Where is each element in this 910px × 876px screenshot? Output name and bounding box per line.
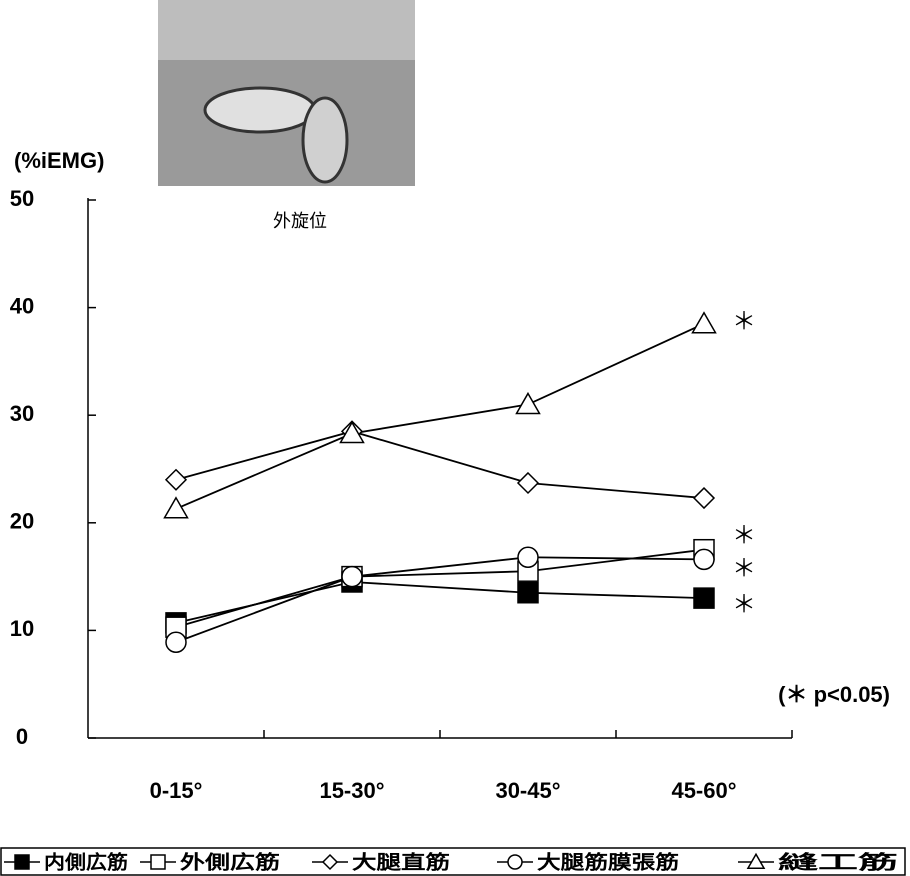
significance-mark: ＊	[732, 521, 756, 549]
legend-marker	[508, 855, 522, 869]
photo-foot	[303, 98, 347, 182]
significance-mark: ＊	[732, 554, 756, 582]
series-line	[176, 582, 704, 623]
data-point	[694, 588, 714, 608]
data-point	[693, 313, 716, 333]
y-axis-label: (%iEMG)	[14, 148, 104, 173]
photo-foot	[205, 88, 315, 132]
y-tick-label: 20	[10, 509, 34, 534]
legend-label: 大腿筋膜張筋	[537, 851, 679, 874]
data-point	[342, 567, 362, 587]
data-point	[518, 473, 538, 493]
legend-label: 大腿直筋	[352, 851, 450, 874]
y-tick-label: 30	[10, 401, 34, 426]
series-line	[176, 550, 704, 627]
x-tick-label: 15-30°	[319, 778, 384, 803]
legend-label: 外側広筋	[180, 851, 280, 874]
series-line	[176, 557, 704, 642]
legend-label: 縫工筋	[778, 851, 898, 874]
legend-marker	[323, 855, 337, 869]
image-caption: 外旋位	[273, 211, 327, 232]
series-line	[176, 431, 704, 498]
data-point	[166, 632, 186, 652]
note: (＊ p<0.05)	[778, 682, 890, 707]
series-line	[176, 324, 704, 509]
x-tick-label: 0-15°	[150, 778, 203, 803]
significance-mark: ＊	[732, 590, 756, 618]
legend-marker	[15, 855, 29, 869]
y-tick-label: 0	[16, 724, 28, 749]
x-tick-label: 30-45°	[495, 778, 560, 803]
legend-label: 内側広筋	[44, 851, 128, 874]
significance-mark: ＊	[732, 307, 756, 335]
chart: (%iEMG) 外旋位 (＊ p<0.05) 0 10 20 30 40 50 0-15° 1…	[0, 0, 910, 876]
data-point	[694, 549, 714, 569]
y-tick-label: 40	[10, 293, 34, 318]
data-point	[166, 470, 186, 490]
y-tick-label: 10	[10, 616, 34, 641]
x-tick-label: 45-60°	[671, 778, 736, 803]
data-point	[694, 488, 714, 508]
data-point	[517, 393, 540, 413]
data-point	[165, 498, 188, 518]
legend-marker	[151, 855, 165, 869]
data-point	[518, 583, 538, 603]
y-tick-label: 50	[10, 186, 34, 211]
data-point	[518, 547, 538, 567]
